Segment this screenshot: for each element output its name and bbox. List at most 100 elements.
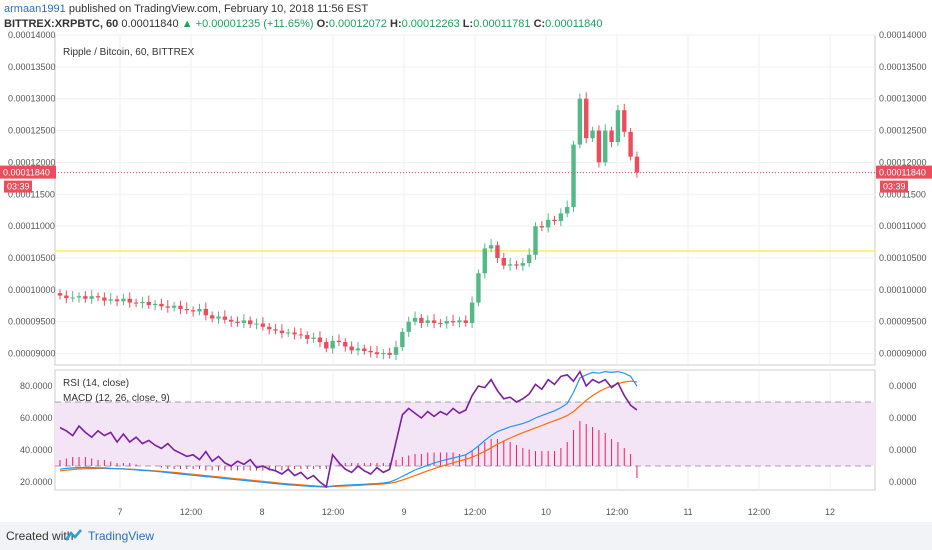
open-value: 0.00012072 xyxy=(328,18,387,30)
candle-body xyxy=(381,352,386,355)
candle-body xyxy=(596,130,602,163)
tradingview-brand-link[interactable]: TradingView xyxy=(88,529,155,543)
candle-body xyxy=(374,352,380,355)
price-axis-label-right: 0.00012500 xyxy=(879,126,927,136)
low-value: 0.00011781 xyxy=(473,18,531,30)
rsi-line xyxy=(59,369,638,489)
candle-body xyxy=(476,273,481,303)
candle-body xyxy=(406,321,411,332)
price-axis-label-left: 0.00009500 xyxy=(8,317,56,327)
candle-body xyxy=(419,317,424,323)
candle-body xyxy=(412,317,418,322)
candle-body xyxy=(495,245,500,258)
close-value: 0.00011840 xyxy=(545,18,603,30)
candle-body xyxy=(552,219,557,222)
price-axis-label-left: 0.00011500 xyxy=(8,189,55,199)
candle-body xyxy=(127,298,132,303)
candle-body xyxy=(70,297,75,299)
candle-body xyxy=(146,301,151,306)
candle-body xyxy=(324,342,329,349)
candle-body xyxy=(254,323,259,325)
price-change: ▲ +0.00001235 (+11.65%) xyxy=(181,18,314,30)
price-axis-label-right: 0.00013000 xyxy=(879,94,927,104)
candle-body xyxy=(102,297,107,301)
countdown-tag-right xyxy=(880,180,908,193)
indicator-axis-label-left: 40.0000 xyxy=(20,445,53,455)
candle-body xyxy=(298,334,304,336)
publisher-name[interactable]: armaan1991 xyxy=(4,3,66,15)
last-price-text-left: 0.00011840 xyxy=(3,168,50,178)
candle-body xyxy=(228,319,234,322)
price-axis-label-left: 0.00013500 xyxy=(8,62,56,72)
tradingview-logo-icon xyxy=(64,529,82,541)
price-axis-label-right: 0.00009000 xyxy=(879,349,927,359)
candle-body xyxy=(355,348,361,351)
candle-body xyxy=(279,330,285,334)
candle-body xyxy=(545,219,551,228)
last-price-tag-right xyxy=(876,165,932,179)
last-price-tag-left xyxy=(0,165,56,179)
indicator-axis-label-left: 80.0000 xyxy=(20,381,53,391)
candle-body xyxy=(305,335,310,339)
candle-body xyxy=(634,156,640,173)
candle-body xyxy=(520,263,526,266)
macd-line xyxy=(59,370,638,488)
candle-body xyxy=(349,346,354,351)
open-label: O: xyxy=(316,18,329,30)
macd-label: MACD (12, 26, close, 9) xyxy=(63,393,170,404)
candle-body xyxy=(539,226,545,228)
price-axis-label-right: 0.00014000 xyxy=(879,30,927,40)
price-axis-label-left: 0.00009000 xyxy=(8,349,56,359)
candle-body xyxy=(216,316,221,319)
rsi-band xyxy=(55,402,875,466)
candle-body xyxy=(501,257,506,266)
indicator-axis-label-left: 60.0000 xyxy=(20,413,53,423)
symbol-label: BITTREX:XRPBTC, 60 xyxy=(4,18,119,30)
time-axis-label: 12:00 xyxy=(464,507,487,517)
candle-body xyxy=(362,348,367,351)
time-axis-label: 11 xyxy=(683,507,692,517)
indicator-axis-label-right: 0.0000 xyxy=(889,413,917,423)
time-axis-label: 10 xyxy=(541,507,551,517)
last-price: 0.00011840 xyxy=(121,18,179,30)
candle-body xyxy=(292,332,297,335)
candle-body xyxy=(190,310,196,312)
candle-body xyxy=(152,303,158,306)
candle-body xyxy=(267,326,272,330)
price-axis-label-left: 0.00012000 xyxy=(8,157,56,167)
candle-body xyxy=(178,305,183,309)
candle-body xyxy=(400,331,405,348)
candle-body xyxy=(526,254,532,264)
candle-body xyxy=(444,321,449,324)
candle-body xyxy=(133,302,139,304)
candle-body xyxy=(584,98,589,139)
candle-body xyxy=(121,298,126,302)
candle-body xyxy=(615,110,621,143)
candle-body xyxy=(203,308,209,316)
candle-body xyxy=(628,131,633,157)
candle-body xyxy=(336,340,342,343)
candle-body xyxy=(514,264,519,266)
chart-canvas[interactable]: 0.00014000 0.00014000 0.00013500 0.00013500… xyxy=(0,0,932,522)
candle-body xyxy=(488,245,494,249)
candle-body xyxy=(577,98,583,145)
indicator-axis-label-right: 0.0000 xyxy=(889,381,917,391)
countdown-text-right: 03:39 xyxy=(883,182,906,192)
countdown-text-left: 03:39 xyxy=(7,182,30,192)
candle-body xyxy=(603,130,608,163)
price-axis-label-right: 0.00010000 xyxy=(879,285,927,295)
publish-info: armaan1991 published on TradingView.com,… xyxy=(4,3,368,15)
time-axis-label: 12:00 xyxy=(606,507,629,517)
time-axis-label: 8 xyxy=(259,507,264,517)
candle-body xyxy=(368,350,373,353)
time-axis-label: 7 xyxy=(117,507,122,517)
candle-body xyxy=(590,130,595,139)
candle-body xyxy=(241,320,247,323)
candle-body xyxy=(114,299,120,302)
candle-body xyxy=(83,296,88,299)
candle-body xyxy=(89,296,94,299)
high-label: H: xyxy=(390,18,402,30)
countdown-tag-left xyxy=(4,180,32,193)
candle-body xyxy=(431,320,437,323)
candle-body xyxy=(609,130,614,143)
